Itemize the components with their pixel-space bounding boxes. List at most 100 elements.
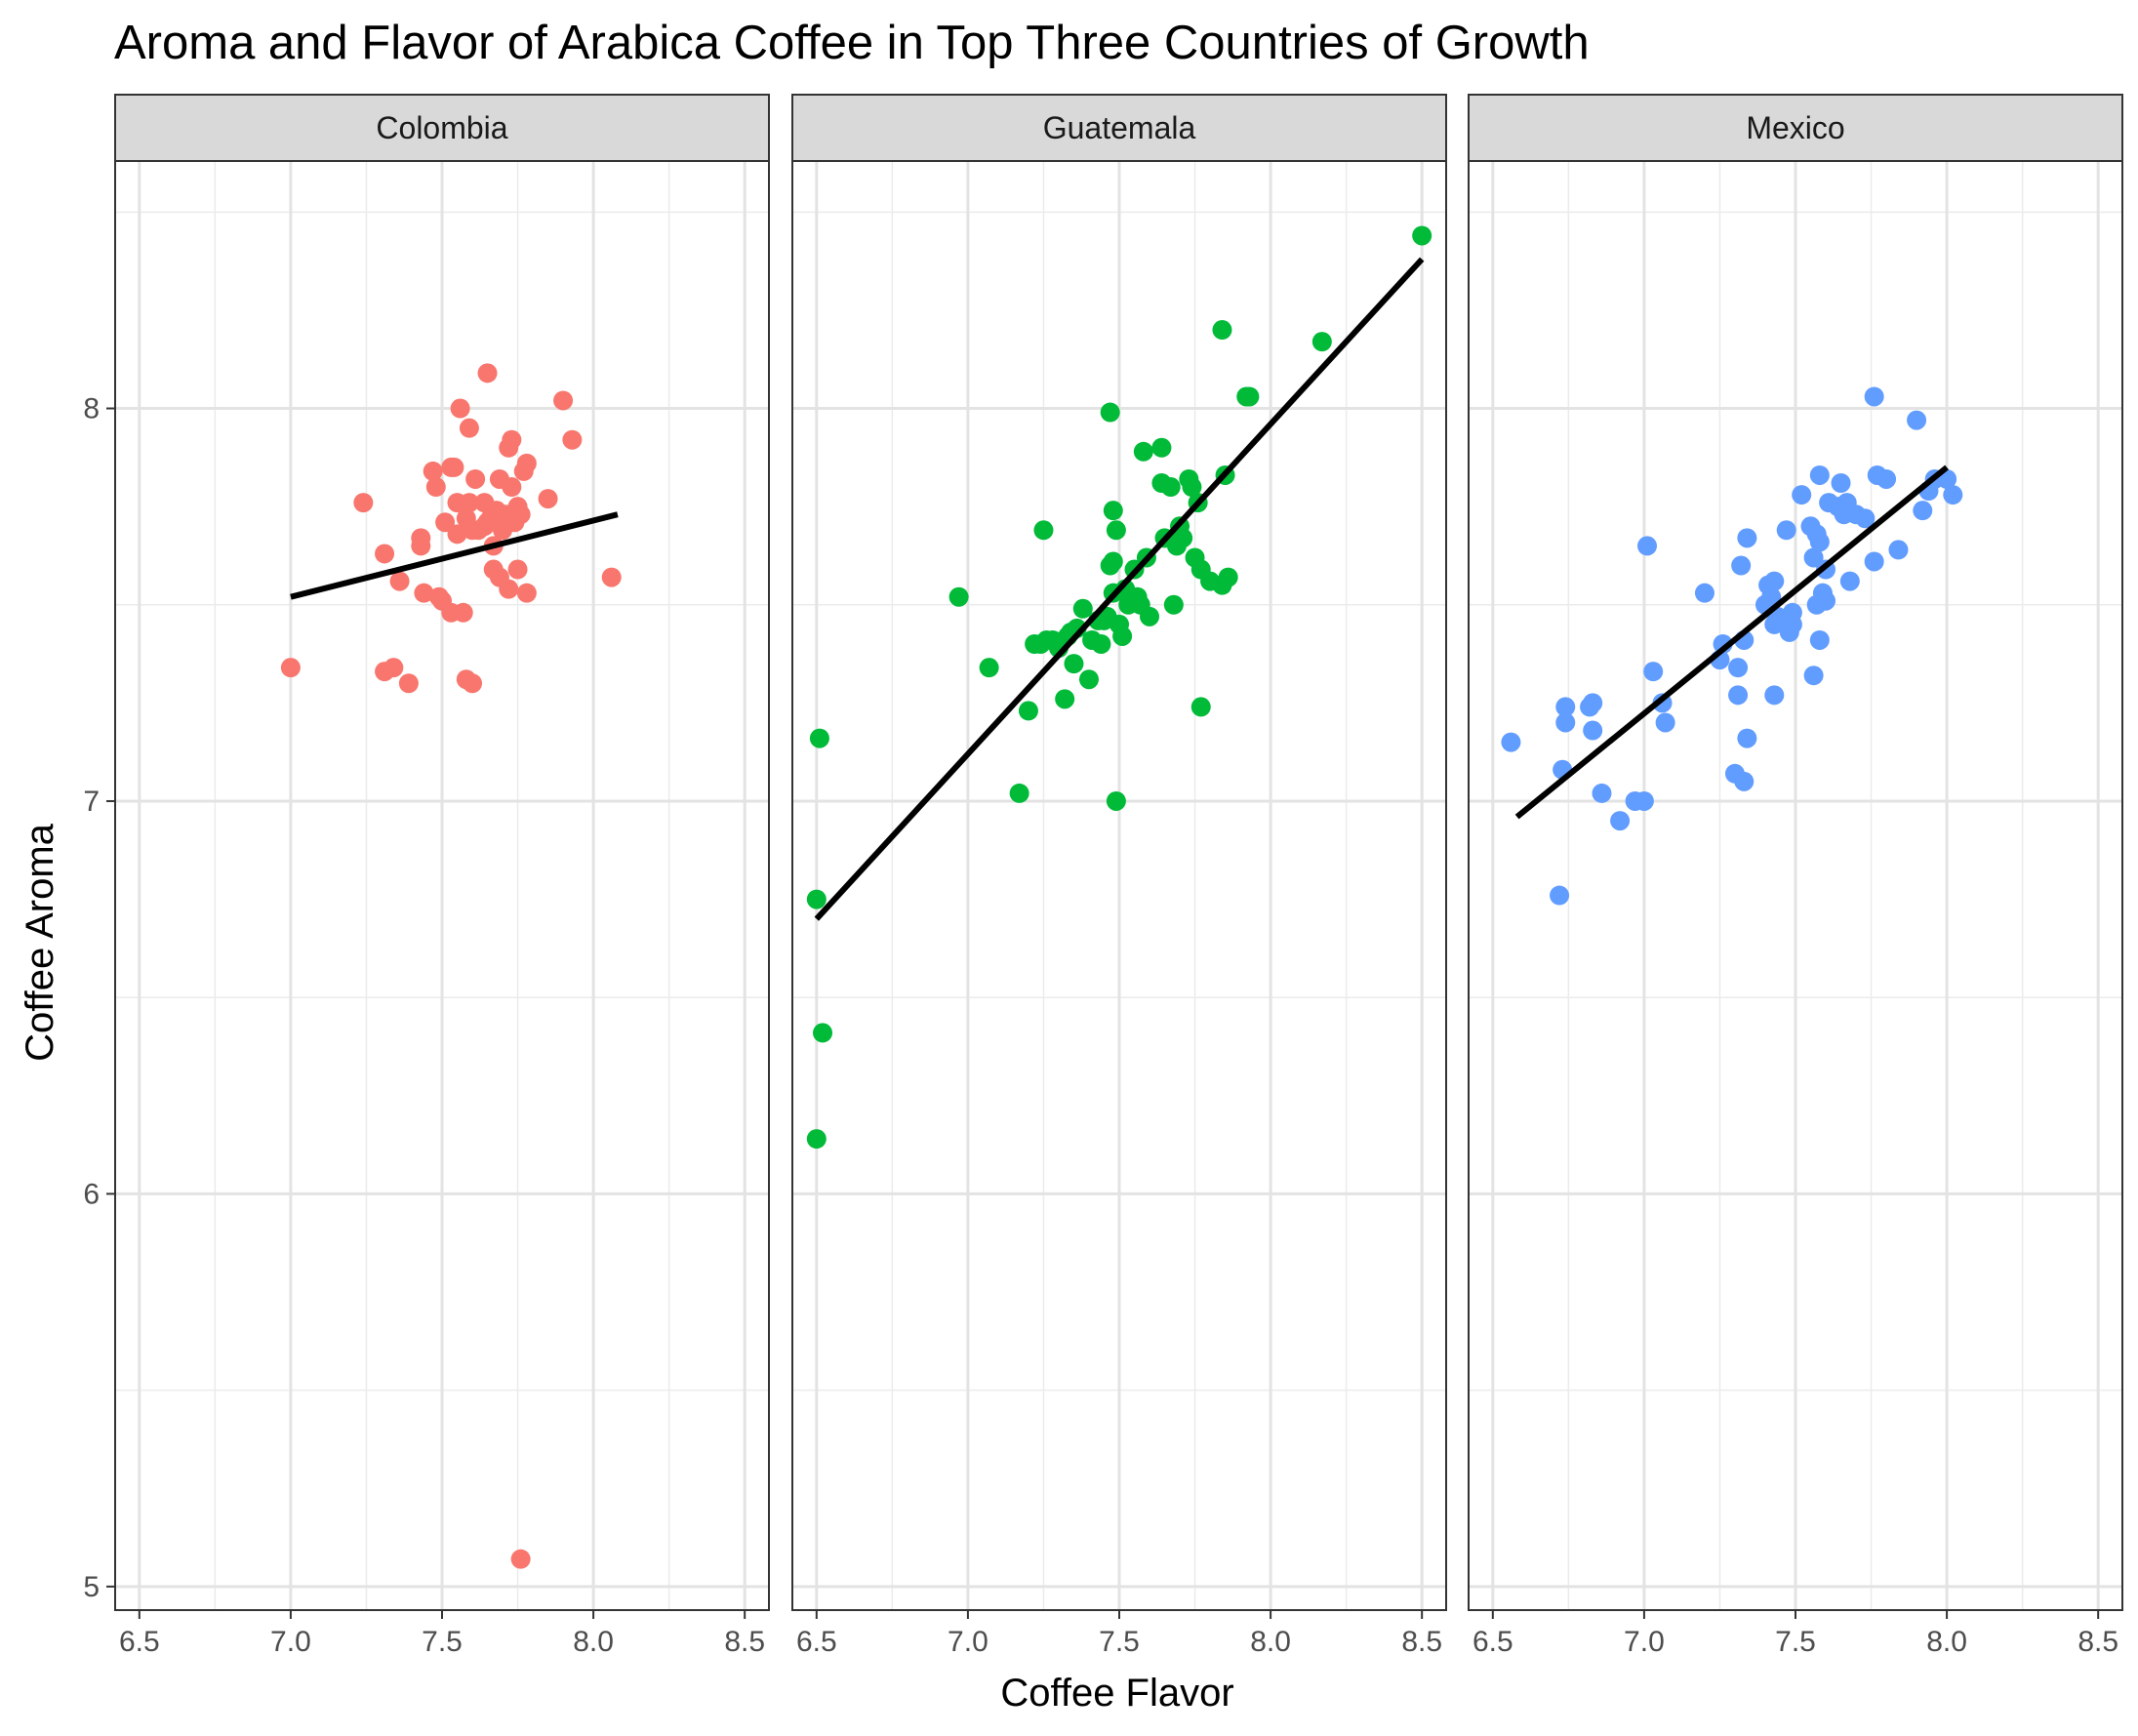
x-tick-label: 7.0 [1624,1626,1665,1658]
data-point [1855,508,1876,529]
y-axis: 5 6 7 8 [83,393,115,1603]
data-point [1055,689,1075,709]
data-point [516,453,537,473]
y-axis-title: Coffee Aroma [19,823,61,1062]
data-point [1731,555,1752,576]
chart-title: Aroma and Flavor of Arabica Coffee in To… [114,17,1590,69]
data-point [1212,320,1232,341]
data-point [1583,720,1603,741]
data-point [1550,885,1570,906]
fit-line-mexico [1514,464,1949,820]
data-point [948,586,969,607]
facet-panels: Colombia Guatemala Mexico [114,94,2123,1611]
gridlines-colombia [115,161,769,1610]
data-point [444,457,464,477]
data-point [1610,811,1631,831]
data-point [453,602,473,623]
data-point [465,468,486,489]
y-tick-label: 5 [83,1571,100,1603]
data-point [435,512,456,533]
x-tick-label: 8.0 [1250,1626,1291,1658]
data-point [1151,437,1172,458]
data-point [383,658,404,678]
fit-line-colombia [290,511,619,600]
data-point [1809,464,1830,485]
data-point [1734,771,1755,791]
data-point [1761,586,1782,607]
x-axis-mexico: 6.5 7.0 7.5 8.0 8.5 [1472,1610,2118,1658]
data-point [1163,594,1184,615]
x-tick-label: 8.5 [2077,1626,2118,1658]
x-tick-label: 7.5 [1775,1626,1816,1658]
data-point [1888,540,1909,560]
data-point [1091,634,1111,654]
facet-strip-guatemala [791,94,1447,162]
data-point [510,1549,531,1569]
data-point [1140,606,1160,626]
data-point [1106,520,1126,541]
data-point [1112,626,1133,646]
data-point [1728,658,1749,678]
data-point [375,544,395,564]
data-point [507,559,528,580]
x-tick-label: 7.5 [1099,1626,1140,1658]
fit-line-guatemala [814,257,1425,921]
data-point [1864,551,1884,572]
data-point [389,571,410,591]
data-point [398,673,419,694]
y-tick-label: 7 [83,786,100,818]
data-point [1009,783,1029,803]
points-colombia [280,363,622,1569]
data-point [1103,551,1123,572]
data-point [425,477,446,498]
data-point [463,673,483,694]
data-point [1103,501,1123,521]
data-point [1816,590,1836,611]
data-point [1943,485,1963,505]
data-point [1078,669,1099,690]
data-point [1803,666,1824,686]
facet-colombia: Colombia [114,94,770,1611]
x-tick-label: 7.5 [422,1626,463,1658]
data-point [1831,473,1851,493]
data-point [353,493,374,513]
x-tick-label: 8.5 [1401,1626,1442,1658]
data-point [516,583,537,603]
data-point [1555,697,1576,717]
data-point [1655,712,1675,733]
data-point [1737,728,1757,748]
data-point [979,658,999,678]
data-point [806,889,827,909]
x-tick-label: 8.0 [573,1626,614,1658]
data-point [423,461,443,481]
x-tick-label: 7.0 [270,1626,311,1658]
data-point [1182,477,1202,498]
data-point [813,1023,833,1043]
data-point [1839,571,1860,591]
data-point [1160,477,1181,498]
data-point [1018,701,1038,721]
data-point [553,390,574,411]
data-point [1412,225,1432,246]
data-point [1033,520,1054,541]
x-axis-guatemala: 6.5 7.0 7.5 8.0 8.5 [796,1610,1442,1658]
data-point [1583,693,1603,713]
data-point [1634,790,1654,811]
x-tick-label: 8.0 [1926,1626,1967,1658]
data-point [477,363,498,384]
points-mexico [1501,386,1963,906]
data-point [447,524,467,545]
data-point [1643,662,1664,682]
x-tick-label: 7.0 [948,1626,988,1658]
facet-label-colombia: Colombia [376,110,507,145]
data-point [1239,386,1260,407]
data-point [1311,332,1332,352]
data-point [1792,485,1812,505]
data-point [414,583,434,603]
data-point [280,658,301,678]
data-point [1133,441,1153,462]
data-point [510,505,531,525]
y-tick-label: 8 [83,393,100,425]
data-point [1173,528,1193,548]
